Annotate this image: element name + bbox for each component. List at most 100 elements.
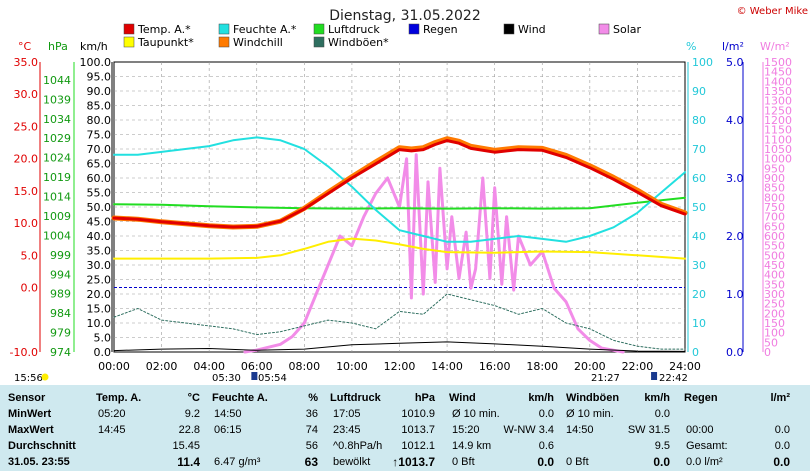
- solar-tick-label: 100: [764, 327, 785, 340]
- x-tick-label: 12:00: [384, 360, 416, 373]
- table-cell-press-time: 17:05: [333, 408, 361, 420]
- rain-tick-label: 1.0: [726, 288, 744, 301]
- pressure-tick-label: 1029: [43, 132, 71, 145]
- humidity-axis-unit: %: [686, 40, 696, 53]
- temp-tick-label: 0.0: [21, 282, 39, 295]
- pressure-tick-label: 989: [50, 288, 71, 301]
- pressure-tick-label: 1019: [43, 171, 71, 184]
- table-cell-wind-b: 0.0: [538, 408, 554, 420]
- table-cell-rain-a: 0.0 l/m²: [686, 456, 723, 468]
- wind-tick-label: 5.0: [94, 332, 112, 345]
- table-cell-gust-a: 14:50: [566, 424, 594, 436]
- legend-swatch: [218, 23, 230, 35]
- humidity-tick-label: 60: [692, 172, 706, 185]
- table-cell-temp: 22.8: [178, 424, 200, 436]
- rain-tick-label: 0.0: [726, 346, 744, 359]
- x-tick-label: 14:00: [431, 360, 463, 373]
- header-gust: Windböen: [566, 392, 620, 404]
- wind-tick-label: 0.0: [94, 346, 112, 359]
- series-line-tempa: [112, 139, 687, 229]
- sunrise-label: 05:30: [212, 373, 241, 384]
- header-humidity: Feuchte A.: [212, 392, 268, 404]
- rain-tick-label: 4.0: [726, 114, 744, 127]
- table-cell-gust-b: SW 31.5: [627, 424, 670, 436]
- table-cell-gust-b: 0.0: [654, 408, 670, 420]
- pressure-tick-label: 1009: [43, 210, 71, 223]
- sunrise-civil-label: 05:54: [258, 373, 287, 384]
- series-line-taupunkt: [113, 237, 686, 260]
- solar-tick-label: 800: [764, 191, 785, 204]
- solar-tick-label: 1500: [764, 56, 792, 69]
- legend-item: Taupunkt*: [137, 36, 194, 49]
- table-cell-rain-a: Gesamt:: [686, 440, 728, 452]
- legend-item: Windböen*: [328, 36, 389, 49]
- solar-tick-label: 0: [764, 346, 771, 359]
- solar-tick-label: 550: [764, 240, 785, 253]
- solar-tick-label: 400: [764, 269, 785, 282]
- header-wind-unit: km/h: [528, 392, 554, 404]
- table-cell-rain-b: 0.0: [774, 440, 790, 452]
- header-temp-unit: °C: [187, 392, 200, 404]
- header-pressure-unit: hPa: [414, 392, 435, 404]
- legend-swatch: [503, 23, 515, 35]
- sun-icon: [41, 373, 49, 381]
- wind-tick-label: 75.0: [87, 129, 112, 142]
- table-cell-press: 1013.7: [401, 424, 435, 436]
- header-sensor: Sensor: [8, 392, 46, 404]
- table-cell-label: Durchschnitt: [8, 440, 76, 452]
- table-cell-hum: 56: [305, 440, 318, 452]
- sunrise-marker: [251, 372, 258, 380]
- table-cell-temp: 15.45: [172, 440, 200, 452]
- table-cell-press-time: ^0.8hPa/h: [333, 440, 383, 452]
- table-cell-hum: 63: [304, 455, 318, 469]
- legend-item: Windchill: [233, 36, 283, 49]
- table-cell-temp: 11.4: [177, 455, 200, 469]
- pressure-tick-label: 994: [50, 268, 71, 281]
- legend-swatch: [408, 23, 420, 35]
- humidity-tick-label: 20: [692, 288, 706, 301]
- wind-tick-label: 55.0: [87, 187, 112, 200]
- wind-tick-label: 20.0: [87, 288, 112, 301]
- table-cell-gust-a: 0 Bft: [566, 456, 589, 468]
- wind-axis-unit: km/h: [80, 40, 108, 53]
- table-cell-wind-a: Ø 10 min.: [452, 408, 500, 420]
- table-cell-gust-b: 9.5: [654, 440, 670, 452]
- legend-item: Temp. A.*: [137, 23, 191, 36]
- wind-tick-label: 65.0: [87, 158, 112, 171]
- solar-tick-label: 1300: [764, 95, 792, 108]
- x-tick-label: 10:00: [336, 360, 368, 373]
- humidity-tick-label: 50: [692, 201, 706, 214]
- table-cell-hum-time: 6.47 g/m³: [214, 456, 261, 468]
- temp-tick-label: 30.0: [14, 88, 39, 101]
- humidity-tick-label: 100: [692, 56, 713, 69]
- solar-tick-label: 1250: [764, 104, 792, 117]
- table-cell-temp-time: 05:20: [98, 408, 126, 420]
- table-cell-press: ↑1013.7: [392, 455, 435, 469]
- wind-tick-label: 100.0: [80, 56, 112, 69]
- temp-tick-label: 15.0: [14, 185, 39, 198]
- pressure-tick-label: 1024: [43, 152, 71, 165]
- header-wind: Wind: [449, 392, 476, 404]
- table-cell-temp-time: 14:45: [98, 424, 126, 436]
- solar-tick-label: 850: [764, 182, 785, 195]
- wind-tick-label: 10.0: [87, 317, 112, 330]
- series-line-windben: [113, 293, 686, 350]
- pressure-tick-label: 974: [50, 346, 71, 359]
- temp-tick-label: -10.0: [10, 346, 38, 359]
- series-line-wind: [113, 341, 686, 352]
- x-tick-label: 06:00: [241, 360, 273, 373]
- table-cell-rain-a: 00:00: [686, 424, 714, 436]
- table-cell-wind-a: 15:20: [452, 424, 480, 436]
- x-tick-label: 22:00: [622, 360, 654, 373]
- table-cell-wind-a: 0 Bft: [452, 456, 475, 468]
- solar-tick-label: 750: [764, 201, 785, 214]
- solar-tick-label: 1350: [764, 85, 792, 98]
- humidity-tick-label: 80: [692, 114, 706, 127]
- table-cell-press-time: bewölkt: [333, 456, 371, 468]
- solar-tick-label: 200: [764, 307, 785, 320]
- table-cell-press: 1012.1: [401, 440, 435, 452]
- solar-tick-label: 350: [764, 278, 785, 291]
- wind-tick-label: 15.0: [87, 303, 112, 316]
- legend-swatch: [218, 36, 230, 48]
- pressure-tick-label: 1044: [43, 74, 71, 87]
